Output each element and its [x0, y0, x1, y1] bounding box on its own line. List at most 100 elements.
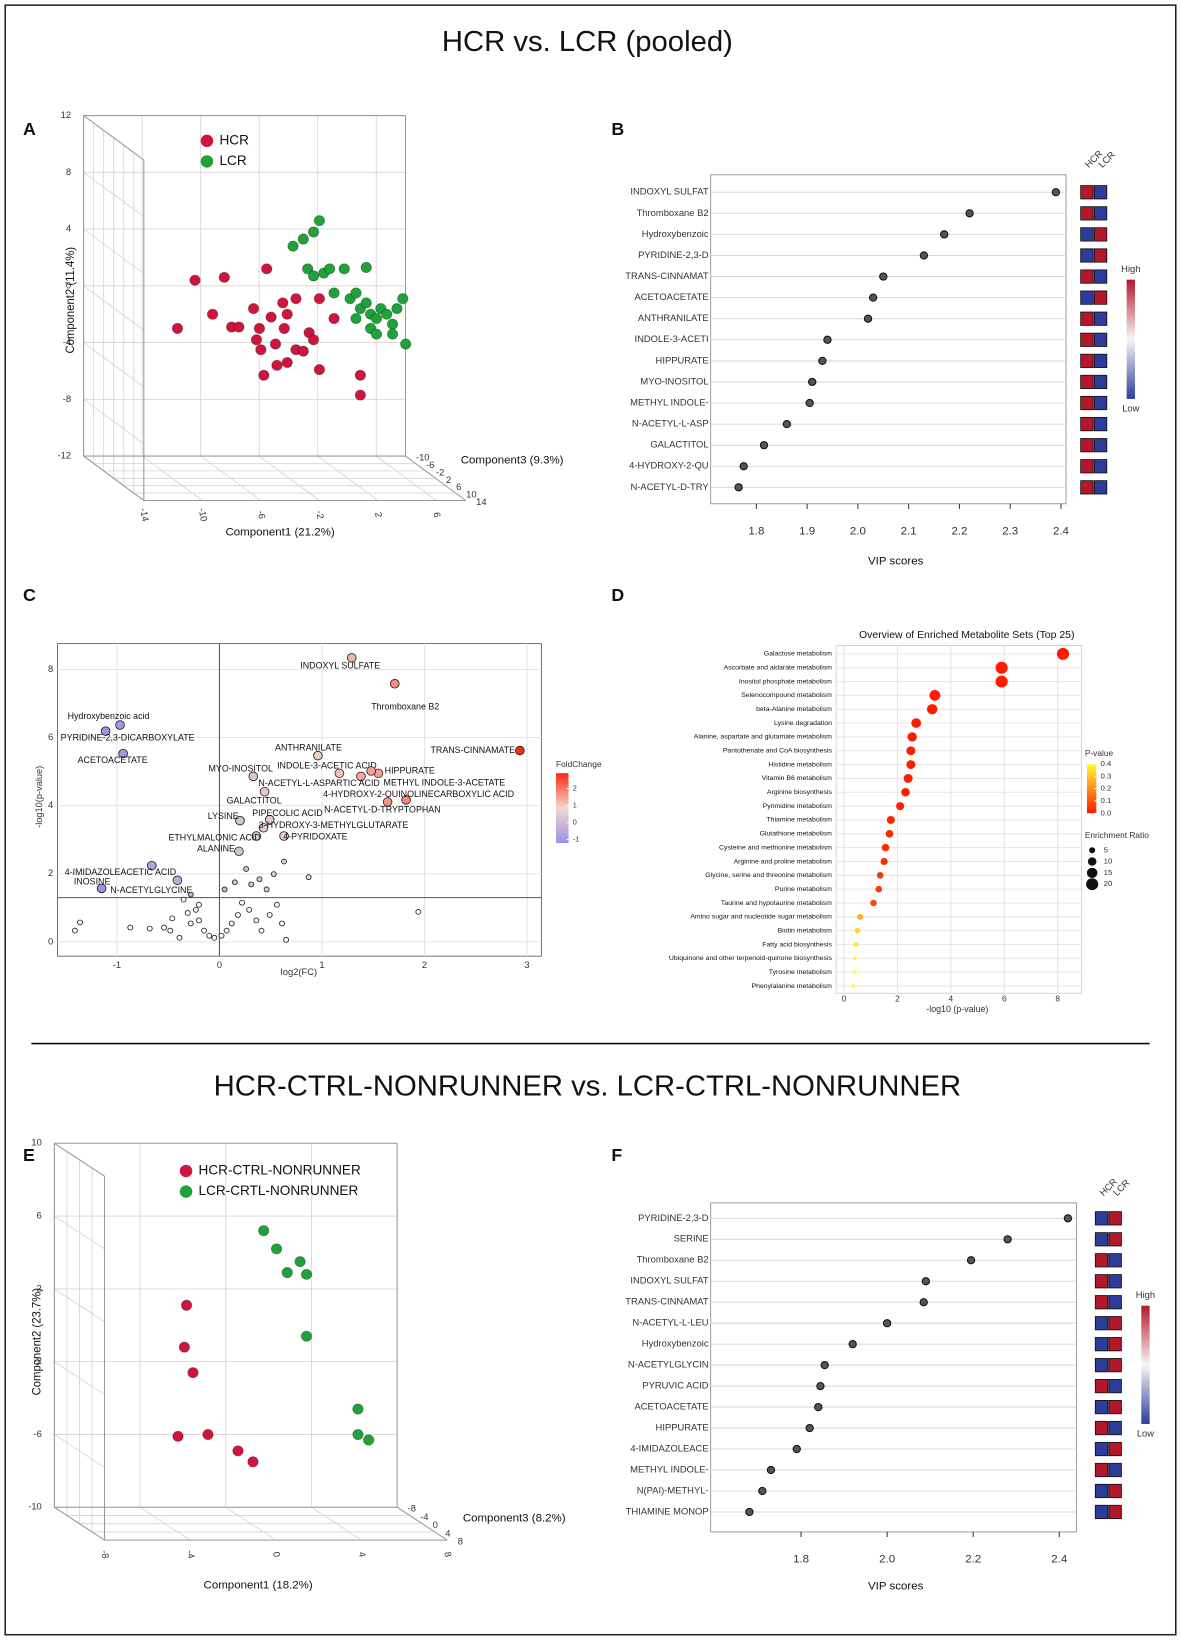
- category-label: Purine metabolism: [775, 886, 832, 893]
- panel-letter: D: [611, 585, 624, 605]
- point-label: MYO-INOSITOL: [209, 764, 273, 774]
- heat-cell: [1094, 1483, 1109, 1499]
- dot: [782, 419, 792, 429]
- heat-cell: [1108, 1211, 1122, 1226]
- point-label: PYRIDINE-2,3-DICARBOXYLATE: [61, 733, 195, 743]
- z-tick-label: -8: [408, 1504, 416, 1514]
- category-label: Alanine, aspartate and glutamate metabol…: [694, 734, 832, 741]
- heat-cell: [1093, 206, 1108, 221]
- colorbar-tick-label: 0.0: [1101, 808, 1113, 817]
- category-label: TRANS-CINNAMAT: [625, 1297, 709, 1307]
- point: [196, 901, 202, 908]
- heat-cell: [1108, 1253, 1122, 1268]
- chart-title: Overview of Enriched Metabolite Sets (To…: [859, 630, 1074, 641]
- point: [307, 226, 320, 238]
- x-tick-label: -10: [197, 507, 209, 522]
- heat-cell: [1108, 1441, 1122, 1457]
- category-label: Histidine metabolism: [768, 761, 832, 768]
- point-label: INDOLE-3-ACETIC ACID: [277, 761, 377, 771]
- dot: [907, 732, 917, 742]
- point: [281, 308, 293, 320]
- dot: [882, 1319, 892, 1328]
- point: [146, 860, 157, 871]
- z-tick-label: 0: [433, 1520, 438, 1530]
- point: [278, 322, 290, 334]
- heat-cell: [1093, 417, 1108, 432]
- category-label: Pantothenate and CoA biosynthesis: [723, 748, 833, 755]
- point: [350, 287, 362, 299]
- colorbar-label: Low: [1122, 404, 1140, 414]
- point: [258, 1225, 270, 1237]
- point: [297, 345, 309, 357]
- x-tick-label: 2.2: [965, 1554, 981, 1566]
- point: [389, 679, 400, 689]
- dot: [1056, 647, 1070, 660]
- y-axis-label: -log10(p-value): [34, 766, 44, 828]
- dot: [816, 1382, 825, 1391]
- heat-cell: [1108, 1504, 1122, 1520]
- heat-cell: [1080, 185, 1094, 200]
- point-label: TRANS-CINNAMATE: [431, 745, 516, 755]
- x-tick-label: 2.1: [901, 526, 917, 538]
- point: [172, 875, 183, 885]
- heat-cell: [1094, 1211, 1109, 1226]
- box-edge: [405, 455, 467, 501]
- box-edge: [83, 455, 145, 501]
- heat-cell: [1108, 1316, 1122, 1331]
- heat-cell: [1080, 290, 1094, 305]
- z-tick-label: 14: [476, 497, 486, 507]
- point: [235, 815, 245, 826]
- dot: [903, 774, 913, 783]
- point-label: ACETOACETATE: [78, 755, 148, 765]
- x-tick-label: 1.9: [799, 526, 815, 538]
- x-tick-label: 2.0: [850, 526, 866, 538]
- legend-title: P-value: [1085, 748, 1114, 758]
- dot: [759, 441, 769, 450]
- point: [283, 936, 290, 943]
- category-label: Galactose metabolism: [764, 651, 832, 658]
- point: [382, 797, 393, 807]
- point: [196, 917, 202, 924]
- point-label: N-ACETYL-D-TRYPTOPHAN: [324, 805, 440, 815]
- dot: [929, 690, 941, 701]
- z-axis-label: Component3 (9.3%): [461, 455, 564, 467]
- z-tick-label: 10: [466, 490, 476, 500]
- point: [187, 920, 194, 927]
- dot: [805, 1423, 814, 1433]
- heat-cell: [1094, 1462, 1109, 1478]
- z-axis-label: Component3 (8.2%): [463, 1513, 566, 1525]
- category-label: beta-Alanine metabolism: [756, 706, 832, 713]
- point-label: Hydroxybenzoic acid: [68, 711, 150, 721]
- point: [127, 924, 134, 931]
- colorbar-tick-label: 0.4: [1101, 759, 1113, 768]
- dot: [758, 1486, 767, 1496]
- heat-cell: [1093, 311, 1108, 326]
- point-label: 4-IMIDAZOLEACETIC ACID: [65, 867, 176, 877]
- dot: [818, 356, 827, 365]
- z-tick-label: -10: [416, 453, 430, 463]
- dot: [886, 815, 895, 824]
- y-tick-label: -10: [28, 1502, 42, 1512]
- legend-marker: [179, 1185, 193, 1198]
- x-tick-label: 6: [432, 511, 443, 518]
- point: [279, 920, 285, 927]
- x-tick-label: 2.4: [1053, 526, 1069, 538]
- legend-label: HCR-CTRL-NONRUNNER: [199, 1163, 361, 1178]
- category-label: INDOXYL SULFAT: [630, 187, 709, 197]
- category-label: TRANS-CINNAMAT: [625, 271, 709, 281]
- point: [234, 912, 241, 918]
- heat-cell: [1108, 1420, 1122, 1436]
- y-tick-label: 4: [48, 800, 53, 810]
- category-label: SERINE: [674, 1234, 709, 1244]
- heat-cell: [1094, 1295, 1109, 1310]
- heat-cell: [1080, 353, 1094, 368]
- dot: [852, 956, 857, 961]
- heat-cell: [1080, 206, 1094, 221]
- figure-border: [4, 4, 1177, 1636]
- category-label: Phenylalanine metabolism: [752, 983, 833, 990]
- x-tick-label: -8: [99, 1550, 110, 1560]
- dot: [921, 1277, 931, 1286]
- y-tick-label: 10: [31, 1138, 41, 1148]
- x-axis-label: -log10 (p-value): [926, 1004, 988, 1014]
- heat-cell: [1093, 480, 1108, 495]
